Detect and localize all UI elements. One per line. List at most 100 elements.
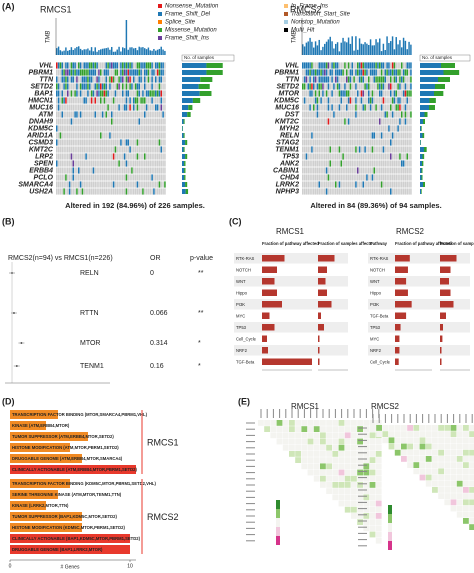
heat-cell <box>456 462 463 468</box>
mutation-cell <box>63 83 65 90</box>
mutation-cell <box>65 118 67 125</box>
mutation-cell <box>342 69 344 76</box>
mutation-cell <box>311 111 313 118</box>
mutation-cell <box>379 125 381 132</box>
heat-cell <box>369 463 376 470</box>
mutation-cell <box>107 111 109 118</box>
mutation-cell <box>302 188 304 195</box>
mutation-cell <box>349 139 352 146</box>
heat-cell <box>363 506 370 513</box>
gene-label: MTOR <box>80 340 100 347</box>
mutation-cell <box>344 125 346 132</box>
mutation-cell <box>145 132 148 139</box>
mutation-cell <box>305 146 308 153</box>
heat-cell <box>282 420 289 426</box>
mutation-cell <box>133 90 135 97</box>
mutation-cell <box>63 167 65 174</box>
mutation-cell <box>98 118 100 125</box>
gene-label: KDM5C <box>274 97 300 104</box>
mutation-cell <box>329 76 332 83</box>
side-bar <box>192 98 201 103</box>
mutation-cell <box>393 125 396 132</box>
mutation-cell <box>105 62 108 69</box>
mutation-cell <box>144 181 146 188</box>
mutation-cell <box>388 97 390 104</box>
mutation-cell <box>357 97 359 104</box>
mutation-cell <box>156 90 159 97</box>
mutation-cell <box>382 167 385 174</box>
mutation-cell <box>303 62 306 69</box>
bar <box>10 534 130 543</box>
pathway-label: MYC <box>370 336 379 341</box>
mutation-cell <box>346 62 348 69</box>
pathway-label: RTK-RAS <box>236 256 255 261</box>
mutation-cell <box>402 153 405 160</box>
mutation-cell <box>145 125 148 132</box>
mutation-cell <box>151 181 153 188</box>
mutation-cell <box>305 188 308 195</box>
mutation-cell <box>127 125 130 132</box>
mutation-cell <box>329 97 332 104</box>
mutation-cell <box>395 167 398 174</box>
mutation-cell <box>335 139 337 146</box>
mutation-cell <box>329 69 332 76</box>
mutation-cell <box>140 125 142 132</box>
mutation-cell <box>335 83 337 90</box>
side-bar <box>184 175 186 180</box>
mutation-cell <box>406 76 409 83</box>
mutation-cell <box>144 62 146 69</box>
heat-cell <box>438 449 444 456</box>
mutation-cell <box>355 97 357 104</box>
mutation-cell <box>72 111 75 118</box>
mutation-cell <box>390 146 392 153</box>
mutation-cell <box>347 167 350 174</box>
mutation-cell <box>129 125 131 132</box>
heat-cell <box>444 480 451 487</box>
mutation-cell <box>145 181 148 188</box>
mutation-cell <box>336 174 339 181</box>
mutation-cell <box>103 69 106 76</box>
mutation-cell <box>393 76 396 83</box>
mutation-cell <box>379 104 381 111</box>
bar-label: DRUGGABLE GENOME (ATM,ERBB4,MTOR,SMARCA4… <box>12 456 123 461</box>
mutation-cell <box>320 83 322 90</box>
mutation-cell <box>406 83 409 90</box>
mutation-cell <box>63 62 65 69</box>
mutation-cell <box>105 90 108 97</box>
mutation-cell <box>155 118 157 125</box>
mutation-cell <box>122 181 124 188</box>
p-label: * <box>198 363 201 370</box>
mutation-cell <box>404 188 407 195</box>
mutation-cell <box>410 69 412 76</box>
mutation-cell <box>103 111 106 118</box>
mutation-cell <box>79 167 82 174</box>
mutation-cell <box>138 181 141 188</box>
mutation-cell <box>401 146 403 153</box>
mutation-cell <box>136 111 139 118</box>
mutation-cell <box>67 139 69 146</box>
mutation-cell <box>388 104 390 111</box>
tmb-bar <box>335 43 337 55</box>
side-bar <box>420 91 434 96</box>
pathway-label: NRF2 <box>236 348 248 353</box>
tmb-bar <box>351 36 353 55</box>
mutation-cell <box>59 132 62 139</box>
mutation-cell <box>305 83 308 90</box>
mutation-cell <box>134 76 137 83</box>
mutation-cell <box>81 69 84 76</box>
mutation-cell <box>136 167 139 174</box>
mutation-cell <box>346 174 348 181</box>
heat-cell <box>438 487 444 493</box>
mutation-cell <box>357 139 359 146</box>
heat-cell <box>450 468 457 475</box>
mutation-cell <box>125 97 128 104</box>
mutation-cell <box>408 97 410 104</box>
mutation-cell <box>327 125 330 132</box>
mutation-cell <box>92 76 95 83</box>
mutation-cell <box>78 97 80 104</box>
mutation-cell <box>68 104 71 111</box>
mutation-cell <box>344 83 346 90</box>
mutation-cell <box>162 76 164 83</box>
tmb-bar <box>103 48 106 55</box>
mutation-cell <box>123 104 126 111</box>
